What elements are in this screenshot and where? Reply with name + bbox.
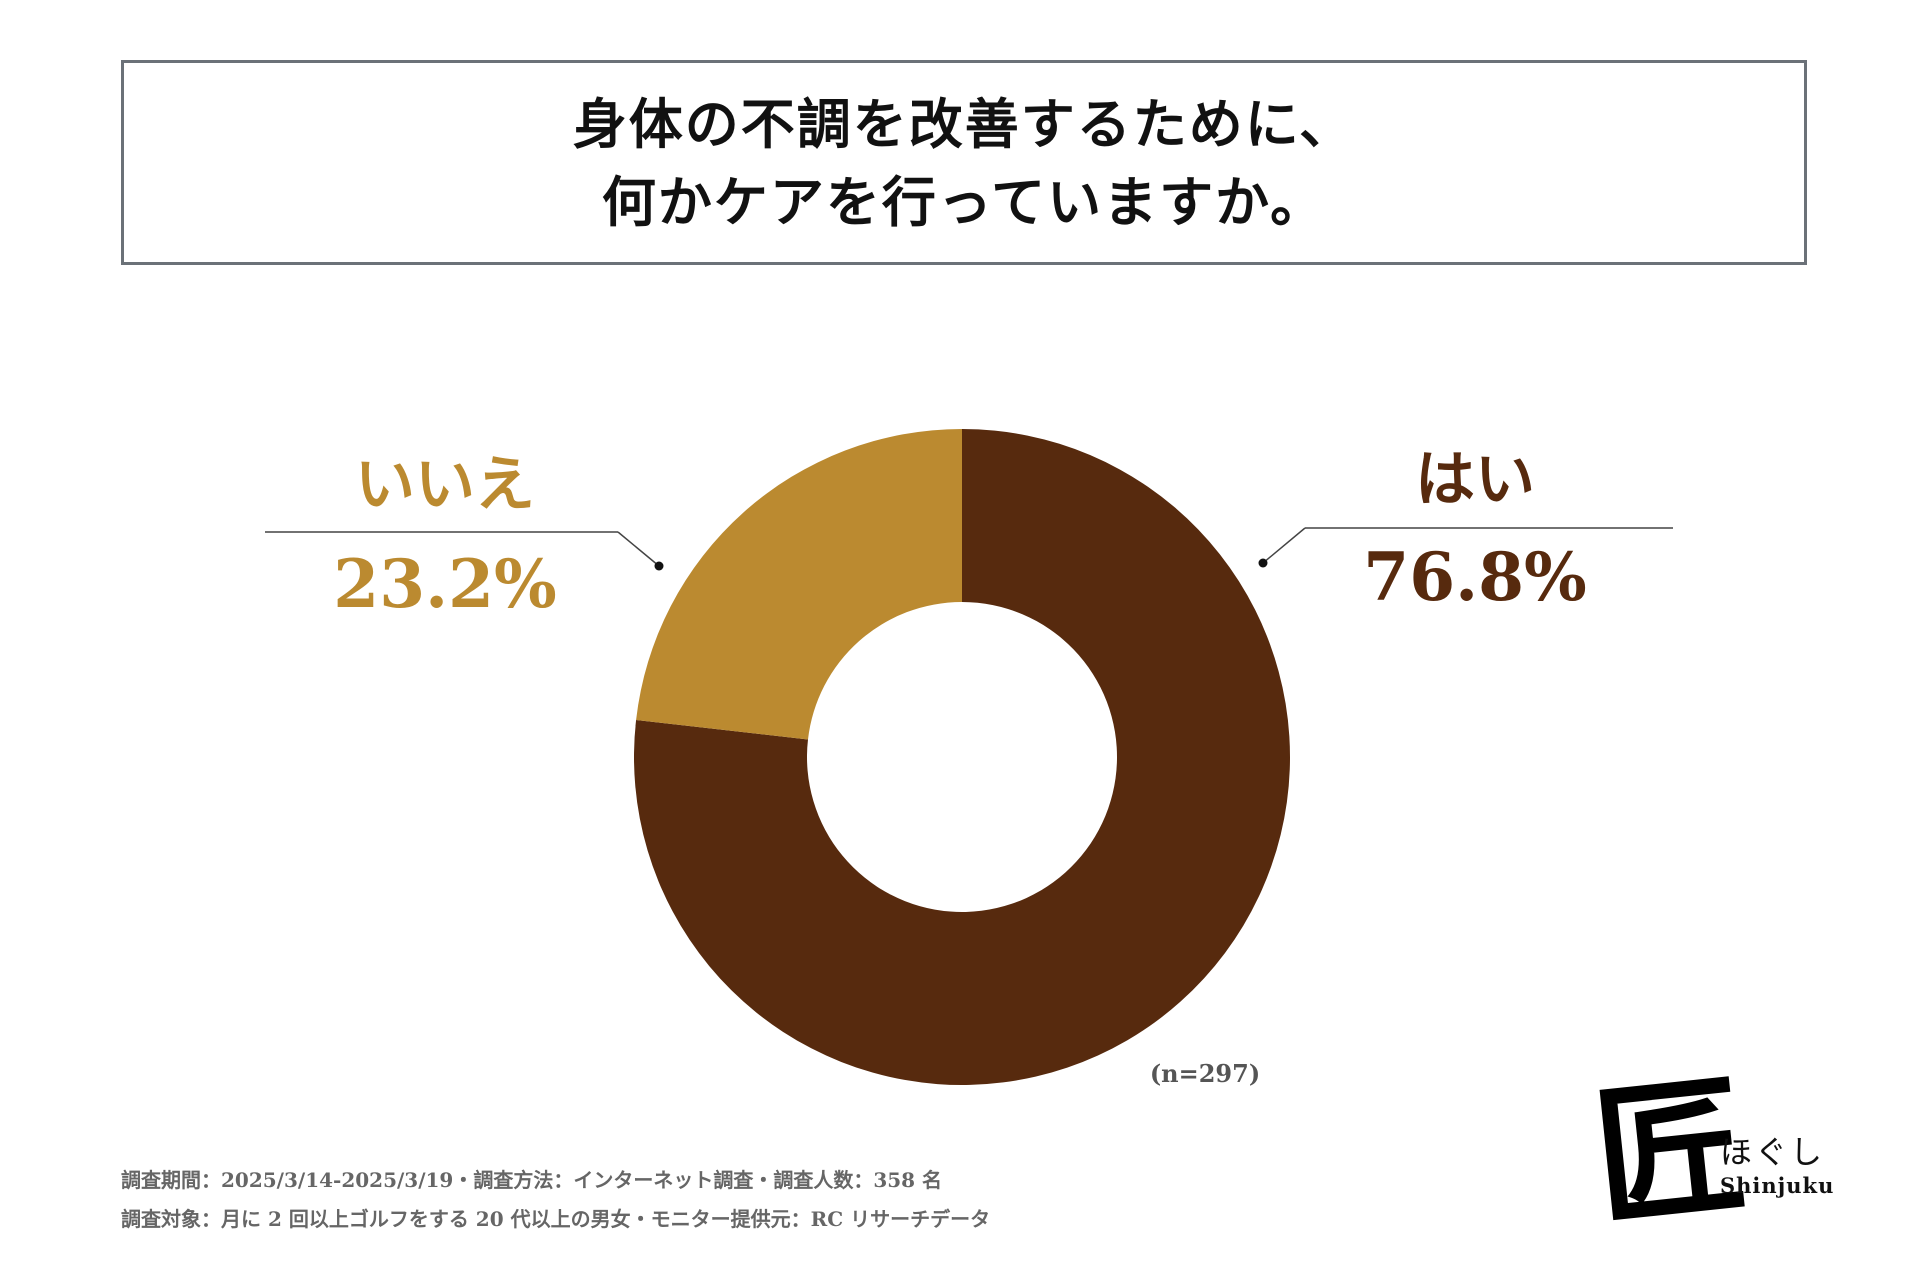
leader-dot-yes (1258, 558, 1268, 568)
leader-line-yes-diag (1262, 527, 1306, 564)
slice-value-no: 23.2% (333, 545, 556, 623)
logo-hiragana: ほぐし (1720, 1133, 1826, 1171)
brand-logo: 匠 ほぐし Shinjuku (1586, 1057, 1833, 1248)
title-box: 身体の不調を改善するために、 何かケアを行っていますか。 (121, 60, 1807, 265)
leader-line-no-diag (617, 531, 660, 567)
slice-label-yes: はい (1415, 445, 1535, 515)
title-line-1: 身体の不調を改善するために、 (572, 91, 1356, 156)
title-line-2: 何かケアを行っていますか。 (601, 169, 1327, 234)
slice-label-no: いいえ (355, 450, 535, 520)
logo-english: Shinjuku (1720, 1173, 1835, 1198)
slice-value-yes: 76.8% (1363, 538, 1586, 616)
slice-yes (634, 429, 1290, 1086)
slice-group (634, 429, 1290, 1086)
footnote-survey-period: 調査期間：2025/3/14-2025/3/19・調査方法：インターネット調査・… (121, 1168, 943, 1192)
leader-dot-no (654, 561, 664, 571)
sample-size: (n=297) (1150, 1059, 1260, 1088)
footnote-survey-target: 調査対象：月に 2 回以上ゴルフをする 20 代以上の男女・モニター提供元：RC… (121, 1207, 991, 1231)
slice-no (636, 429, 962, 740)
